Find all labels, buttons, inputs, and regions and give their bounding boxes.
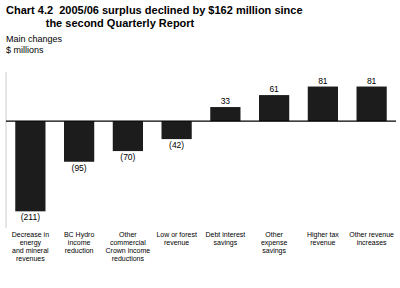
bar <box>162 121 192 139</box>
x-tick-labels: Decrease inenergyand mineralrevenues BC H… <box>12 231 394 262</box>
data-label: 33 <box>221 96 231 106</box>
title: Chart 4.2 2005/06 surplus declined by $1… <box>6 4 303 29</box>
y-axis-line <box>6 72 7 228</box>
data-label: 81 <box>318 76 328 86</box>
x-tick-label: Low or forestrevenue <box>156 231 197 246</box>
x-tick-label: Other revenueincreases <box>349 231 394 246</box>
zero-line <box>6 121 396 122</box>
x-tick-label: OthercommercialCrown incomereductions <box>106 231 151 262</box>
bars <box>15 87 386 212</box>
bar <box>357 87 387 122</box>
subtitle: Main changes <box>6 34 63 44</box>
data-label: (95) <box>72 163 87 173</box>
data-label: 81 <box>367 76 377 86</box>
bar <box>259 95 289 121</box>
bar <box>15 121 45 211</box>
x-tick-label: Otherexpensesavings <box>261 231 288 255</box>
data-labels: (211) (95) (70) (42) 33 61 81 81 <box>21 76 377 223</box>
chart: Chart 4.2 2005/06 surplus declined by $1… <box>0 0 400 288</box>
y-axis-label: $ millions <box>6 45 44 55</box>
data-label: (70) <box>120 152 135 162</box>
x-tick-label: Higher taxrevenue <box>307 231 339 246</box>
bar <box>210 107 240 121</box>
x-tick-label: Decrease inenergyand mineralrevenues <box>12 231 49 262</box>
x-tick-label: BC Hydroincomereduction <box>64 231 94 254</box>
data-label: (211) <box>21 212 40 222</box>
bar <box>113 121 143 151</box>
bar <box>308 87 338 122</box>
data-label: 61 <box>269 84 279 94</box>
data-label: (42) <box>169 140 184 150</box>
x-tick-label: Debt interestsavings <box>206 231 246 247</box>
bar <box>64 121 94 162</box>
